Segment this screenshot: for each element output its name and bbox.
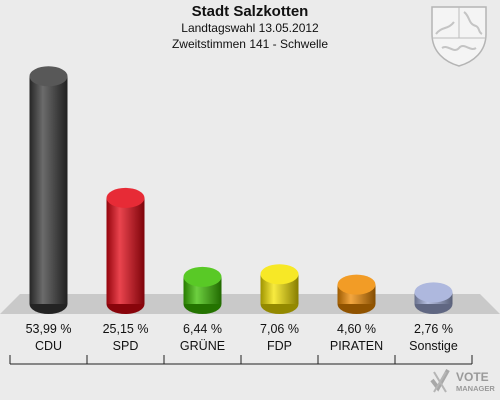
- bar-group: [29, 66, 453, 314]
- brand-line2: MANAGER: [456, 384, 495, 393]
- value-label-gr-ne: 6,44 %: [183, 322, 222, 336]
- bar-top-fdp: [260, 264, 299, 285]
- checkmark-icon: [430, 369, 450, 393]
- value-label-sonstige: 2,76 %: [414, 322, 453, 336]
- vote-manager-logo: VOTE MANAGER: [430, 369, 495, 393]
- bar-spd: [106, 187, 145, 314]
- bar-fdp: [260, 264, 299, 314]
- bar-cdu: [29, 66, 68, 314]
- brand-line1: VOTE: [456, 370, 489, 384]
- bar-top-gr-ne: [183, 266, 222, 287]
- bar-top-sonstige: [414, 282, 453, 303]
- value-label-spd: 25,15 %: [103, 322, 149, 336]
- election-subtitle: Landtagswahl 13.05.2012: [181, 21, 319, 35]
- coat-of-arms-icon: [431, 6, 487, 67]
- category-label-cdu: CDU: [35, 339, 62, 353]
- tick-group: [9, 355, 473, 364]
- bar-gr-ne: [183, 266, 222, 314]
- value-label-piraten: 4,60 %: [337, 322, 376, 336]
- category-label-fdp: FDP: [267, 339, 292, 353]
- bar-top-spd: [106, 187, 145, 208]
- chart-title: Stadt Salzkotten: [191, 3, 309, 20]
- category-label-sonstige: Sonstige: [409, 339, 458, 353]
- bar-body-spd: [106, 197, 145, 304]
- bar-sonstige: [414, 282, 453, 314]
- label-group: 53,99 % CDU 25,15 % SPD 6,44 % GRÜNE 7,06 % FDP…: [26, 322, 458, 353]
- district-subtitle: Zweitstimmen 141 - Schwelle: [171, 37, 329, 51]
- category-label-gr-ne: GRÜNE: [180, 339, 225, 353]
- value-label-cdu: 53,99 %: [26, 322, 72, 336]
- bar-top-piraten: [337, 274, 376, 295]
- bar-piraten: [337, 274, 376, 314]
- category-label-spd: SPD: [113, 339, 139, 353]
- category-label-piraten: PIRATEN: [330, 339, 383, 353]
- value-label-fdp: 7,06 %: [260, 322, 299, 336]
- bar-top-cdu: [29, 66, 68, 87]
- bar-body-cdu: [29, 76, 68, 304]
